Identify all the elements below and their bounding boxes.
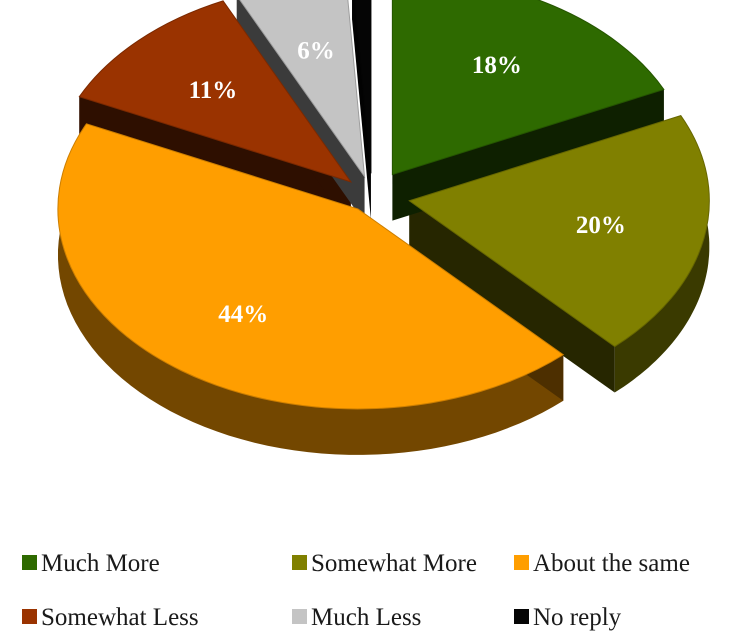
legend-item-no-reply: No reply: [514, 604, 622, 631]
pie-slices: [57, 0, 710, 455]
legend-swatch-about-the-same: [514, 555, 529, 570]
pie-slice-much-more: [391, 0, 665, 176]
legend-item-somewhat-less: Somewhat Less: [22, 604, 199, 631]
pie-slice-no-reply: [354, 0, 372, 174]
pie-slice-about-the-same: [57, 123, 565, 410]
data-label-somewhat-more: 20%: [576, 212, 626, 239]
pie-slice-wall-end-somewhat-more: [409, 200, 615, 393]
legend-swatch-somewhat-less: [22, 609, 37, 624]
legend-label-no-reply: No reply: [533, 604, 622, 631]
legend-item-about-the-same: About the same: [514, 550, 690, 577]
legend-label-somewhat-less: Somewhat Less: [41, 604, 199, 631]
legend-label-much-less: Much Less: [311, 604, 421, 631]
data-label-about-the-same: 44%: [218, 301, 268, 328]
pie-data-labels: 18% 20% 44% 11% 6%: [189, 38, 626, 328]
legend-label-much-more: Much More: [41, 550, 160, 577]
pie-slice-rim-somewhat-more: [614, 115, 710, 393]
legend-label-about-the-same: About the same: [533, 550, 690, 577]
pie-slice-somewhat-less: [78, 0, 353, 183]
legend-swatch-no-reply: [514, 609, 529, 624]
pie-slice-somewhat-more: [408, 115, 710, 348]
legend-item-somewhat-more: Somewhat More: [292, 550, 477, 577]
legend-swatch-somewhat-more: [292, 555, 307, 570]
data-label-much-more: 18%: [472, 52, 522, 79]
legend-label-somewhat-more: Somewhat More: [311, 550, 477, 577]
data-label-much-less: 6%: [297, 38, 335, 65]
pie-slice-much-less: [239, 0, 366, 179]
legend-swatch-much-less: [292, 609, 307, 624]
data-label-somewhat-less: 11%: [189, 77, 238, 104]
legend-item-much-more: Much More: [22, 550, 160, 577]
legend-item-much-less: Much Less: [292, 604, 421, 631]
pie-slice-wall-start-no-reply: [352, 0, 371, 220]
legend: Much More Somewhat More About the same Some…: [22, 550, 690, 631]
legend-swatch-much-more: [22, 555, 37, 570]
